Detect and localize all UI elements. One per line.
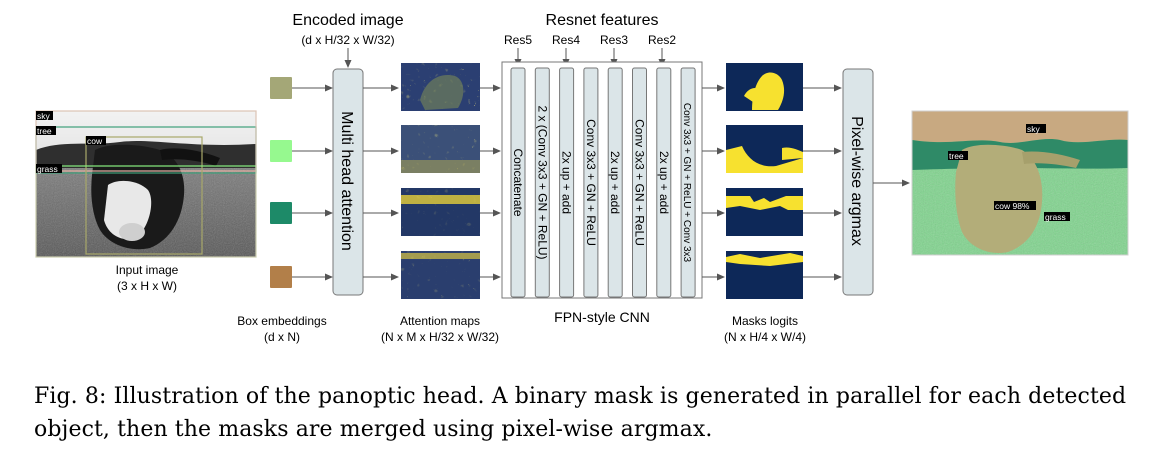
box-embeddings-dims: (d x N) — [264, 330, 300, 344]
encoded-image-title: Encoded image — [292, 12, 403, 29]
resnet-level-res2: Res2 — [648, 33, 676, 47]
mask-logits — [726, 63, 803, 299]
fpn-column-1 — [510, 67, 526, 298]
attention-maps — [401, 63, 480, 299]
figure-caption: Fig. 8: Illustration of the panoptic hea… — [34, 384, 1127, 442]
output-tag-cow: cow 98% — [995, 201, 1030, 211]
masks-logits-label: Masks logits — [732, 314, 798, 328]
mask-logit-3 — [726, 188, 803, 236]
attention-map-2 — [401, 125, 480, 173]
mask-logit-2 — [726, 125, 803, 173]
fpn-column-label-6: Conv 3x3 + GN + ReLU — [633, 119, 647, 246]
input-tag-cow: cow — [87, 136, 103, 146]
input-tag-grass: grass — [37, 164, 58, 174]
fpn-column-7 — [656, 67, 672, 298]
attention-map-3 — [401, 188, 480, 236]
mask-logit-4 — [726, 251, 803, 299]
fpn-column-2 — [534, 67, 550, 298]
input-tag-tree: tree — [37, 126, 52, 136]
fpn-column-label-5: 2x up + add — [608, 151, 622, 214]
fpn-column-4 — [583, 67, 599, 298]
box-embedding-3 — [270, 202, 292, 224]
box-embeddings-label: Box embeddings — [237, 314, 326, 328]
masks-logits-dims: (N x H/4 x W/4) — [724, 330, 806, 344]
box-embedding-1 — [270, 77, 292, 99]
output-segmentation: sky tree cow 98% grass — [911, 110, 1129, 256]
resnet-level-res4: Res4 — [552, 33, 580, 47]
input-image: sky tree cow grass — [35, 110, 257, 258]
fpn-column-6 — [632, 67, 647, 298]
multi-head-attention-block — [332, 68, 364, 296]
resnet-level-res3: Res3 — [600, 33, 628, 47]
resnet-features-title: Resnet features — [546, 12, 659, 29]
box-embedding-2 — [270, 140, 292, 162]
fpn-column-label-7: 2x up + add — [657, 151, 671, 214]
fpn-column-label-1: Concatenate — [511, 148, 525, 216]
input-image-dims: (3 x H x W) — [117, 279, 177, 293]
input-image-label: Input image — [116, 263, 179, 277]
resnet-level-res5: Res5 — [504, 33, 532, 47]
fpn-column-3 — [559, 67, 575, 298]
fpn-cnn-label: FPN-style CNN — [554, 309, 650, 325]
fpn-column-5 — [607, 67, 623, 298]
output-tag-tree: tree — [949, 151, 964, 161]
mask-logit-1 — [726, 63, 803, 111]
fpn-column-label-4: Conv 3x3 + GN + ReLU — [584, 119, 598, 246]
encoded-image-dims: (d x H/32 x W/32) — [301, 33, 394, 47]
pixel-wise-argmax-block — [842, 68, 874, 296]
fpn-column-8 — [680, 67, 696, 298]
input-tag-sky: sky — [37, 111, 51, 121]
pixel-wise-argmax-label: Pixel-wise argmax — [848, 116, 865, 246]
fpn-cnn-block — [501, 61, 703, 299]
fpn-column-label-3: 2x up + add — [560, 151, 574, 214]
multi-head-attention-label: Multi head attention — [338, 111, 355, 251]
attention-map-1 — [401, 63, 480, 111]
fpn-column-label-2: 2 x (Conv 3x3 + GN + ReLU) — [535, 105, 549, 259]
attention-maps-dims: (N x M x H/32 x W/32) — [381, 330, 499, 344]
fpn-column-label-8: Conv 3x3 + GN + ReLU + Conv 3x3 — [681, 103, 692, 263]
box-embedding-4 — [270, 266, 292, 288]
output-tag-sky: sky — [1027, 124, 1041, 134]
box-cow — [85, 136, 203, 255]
attention-map-4 — [401, 251, 480, 299]
attention-maps-label: Attention maps — [400, 314, 480, 328]
output-tag-grass: grass — [1045, 212, 1066, 222]
